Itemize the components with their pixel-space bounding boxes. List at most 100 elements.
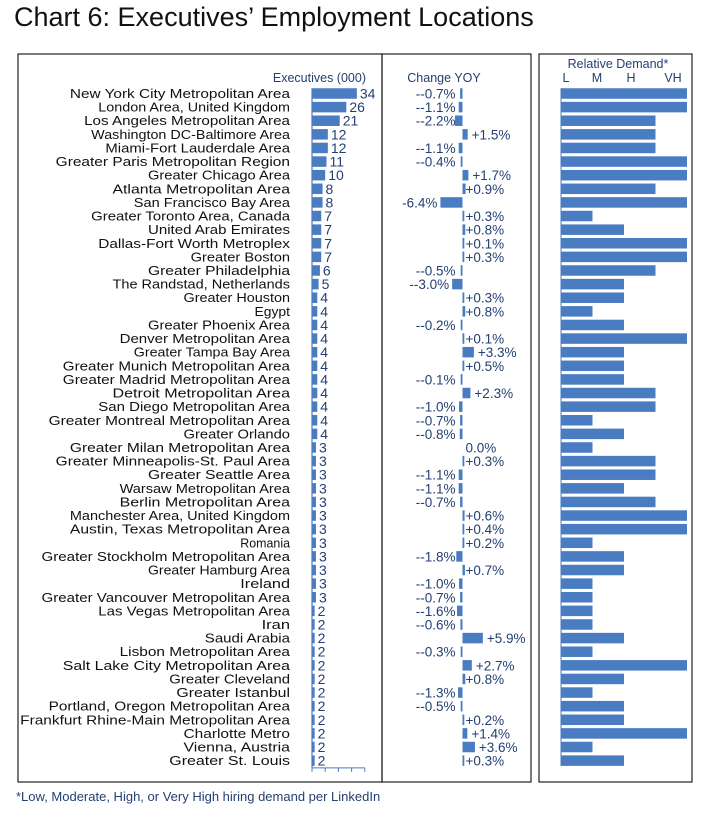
executives-axis-label: Executives (000): [273, 71, 366, 85]
executives-bar: [312, 333, 318, 344]
demand-level-label-vh: VH: [664, 71, 681, 85]
demand-bar: [561, 360, 624, 372]
executives-bar: [312, 660, 315, 671]
executives-bar: [312, 564, 316, 576]
demand-bar: [561, 700, 624, 712]
location-label: San Diego Metropolitan Area: [98, 399, 291, 414]
executives-bar: [312, 115, 340, 126]
change-value-label: +0.2%: [466, 536, 505, 551]
executives-bar: [312, 265, 320, 276]
executives-bar: [312, 578, 316, 589]
panel-frame-demand: [538, 53, 693, 783]
location-label: Greater Istanbul: [176, 685, 290, 700]
executives-bar: [312, 374, 318, 385]
change-bar: [462, 660, 472, 671]
executives-value-label: 5: [322, 276, 330, 292]
change-value-label: --0.8%: [416, 427, 456, 442]
executives-bar: [312, 401, 318, 412]
executives-bar: [312, 224, 322, 235]
executives-value-label: 4: [320, 426, 328, 442]
change-value-label: --1.0%: [416, 577, 456, 592]
demand-bar: [561, 510, 687, 521]
demand-bar: [561, 183, 656, 195]
executives-value-label: 12: [331, 140, 347, 156]
executives-bar: [312, 156, 327, 167]
executives-bar: [312, 197, 323, 208]
change-value-label: +0.2%: [466, 713, 505, 728]
demand-bar: [561, 469, 656, 480]
location-label: Washington DC-Baltimore Area: [91, 127, 291, 142]
demand-bar: [561, 265, 656, 276]
change-value-label: +2.3%: [474, 386, 513, 401]
location-label: Greater Vancouver Metropolitan Area: [42, 590, 291, 605]
change-bar: [462, 387, 471, 399]
executives-value-label: 3: [319, 589, 327, 605]
demand-bar: [561, 278, 624, 290]
change-bar: [462, 183, 466, 195]
executives-bar: [312, 169, 326, 181]
location-label: Greater Hamburg Area: [148, 563, 291, 578]
demand-bar: [561, 619, 593, 630]
change-value-label: --0.4%: [416, 155, 456, 170]
change-value-label: +1.5%: [472, 127, 511, 142]
demand-bar: [561, 660, 687, 671]
executives-value-label: 3: [319, 480, 327, 496]
executives-value-label: 2: [318, 657, 326, 673]
change-value-label: --0.6%: [416, 617, 456, 632]
executives-value-label: 3: [319, 562, 327, 578]
location-label: Greater Madrid Metropolitan Area: [63, 372, 291, 387]
demand-bar: [561, 306, 593, 317]
change-value-label: 0.0%: [466, 440, 497, 455]
location-label: Greater St. Louis: [169, 753, 290, 768]
demand-bar: [561, 319, 624, 331]
change-bar: [458, 483, 463, 494]
location-label: Austin, Texas Metropolitan Area: [70, 522, 291, 537]
executives-bar: [312, 442, 316, 453]
executives-value-label: 6: [323, 262, 331, 278]
executives-value-label: 4: [320, 290, 328, 306]
executives-value-label: 2: [318, 603, 326, 619]
demand-bar: [561, 428, 624, 440]
demand-axis-label: Relative Demand*: [568, 57, 669, 71]
executives-bar: [312, 387, 318, 399]
change-bar: [462, 455, 465, 467]
location-label: Greater Orlando: [184, 426, 291, 441]
demand-bar: [561, 442, 593, 453]
change-bar: [460, 700, 463, 712]
change-value-label: --1.6%: [416, 604, 456, 619]
executives-value-label: 2: [318, 698, 326, 714]
chart-title: Chart 6: Executives’ Employment Location…: [14, 2, 534, 32]
demand-bar: [561, 564, 624, 576]
executives-value-label: 4: [320, 331, 328, 347]
executives-bar: [312, 360, 318, 372]
change-value-label: --0.7%: [416, 413, 456, 428]
change-value-label: +0.1%: [466, 236, 505, 251]
demand-bar: [561, 483, 624, 494]
executives-bar: [312, 129, 328, 140]
location-label: Greater Chicago Area: [148, 168, 291, 183]
location-label: United Arab Emirates: [148, 222, 291, 237]
change-axis-label: Change YOY: [407, 71, 481, 85]
demand-bar: [561, 673, 624, 685]
change-bar: [462, 510, 465, 521]
location-label: Denver Metropolitan Area: [120, 331, 291, 346]
change-value-label: +1.7%: [472, 168, 511, 183]
change-bar: [459, 578, 463, 589]
change-value-label: +3.3%: [478, 345, 517, 360]
change-bar: [462, 306, 466, 317]
executives-bar: [312, 714, 315, 726]
executives-bar: [312, 646, 315, 657]
change-value-label: --1.3%: [416, 686, 456, 701]
change-bar: [460, 265, 463, 276]
change-value-label: --0.5%: [416, 699, 456, 714]
change-bar: [462, 537, 465, 549]
location-label: Warsaw Metropolitan Area: [120, 481, 291, 496]
executives-value-label: 21: [343, 113, 359, 129]
location-label: Greater Munich Metropolitan Area: [63, 358, 291, 373]
location-label: Salt Lake City Metropolitan Area: [63, 658, 291, 673]
executives-value-label: 3: [319, 494, 327, 510]
change-value-label: +1.4%: [471, 726, 510, 741]
executives-value-label: 2: [318, 739, 326, 755]
demand-bar: [561, 741, 593, 753]
change-bar: [456, 551, 463, 562]
